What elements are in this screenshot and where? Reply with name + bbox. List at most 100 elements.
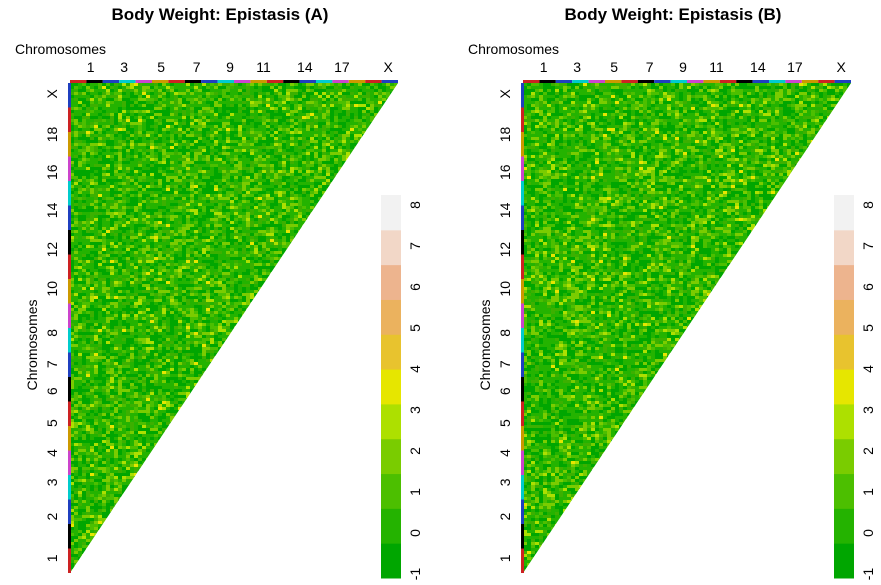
heatmap-cell (86, 299, 90, 302)
heatmap-cell (210, 290, 214, 293)
heatmap-cell (86, 92, 90, 95)
heatmap-cell (106, 347, 110, 350)
heatmap-cell (182, 260, 186, 263)
heatmap-cell (154, 113, 158, 116)
heatmap-cell (106, 206, 110, 209)
heatmap-cell (230, 254, 234, 257)
heatmap-cell (98, 320, 102, 323)
heatmap-cell (90, 299, 94, 302)
heatmap-cell (162, 167, 166, 170)
heatmap-cell (330, 119, 334, 122)
heatmap-cell (338, 116, 342, 119)
heatmap-cell (118, 305, 122, 308)
heatmap-cell (246, 128, 250, 131)
heatmap-cell (238, 218, 242, 221)
heatmap-cell (126, 200, 130, 203)
heatmap-cell (118, 248, 122, 251)
heatmap-cell (234, 128, 238, 131)
heatmap-cell (206, 89, 210, 92)
heatmap-cell (114, 86, 118, 89)
heatmap-cell (274, 200, 278, 203)
heatmap-cell (274, 221, 278, 224)
heatmap-cell (118, 158, 122, 161)
heatmap-cell (86, 314, 90, 317)
heatmap-cell (202, 314, 206, 317)
heatmap-cell (226, 278, 230, 281)
heatmap-cell (166, 335, 170, 338)
heatmap-cell (174, 320, 178, 323)
heatmap-cell (162, 359, 166, 362)
heatmap-cell (242, 302, 246, 305)
heatmap-cell (78, 146, 82, 149)
heatmap-cell (186, 140, 190, 143)
heatmap-cell (158, 191, 162, 194)
heatmap-cell (190, 194, 194, 197)
heatmap-cell (162, 365, 166, 368)
heatmap-cell (238, 185, 242, 188)
heatmap-cell (214, 152, 218, 155)
heatmap-cell (278, 89, 282, 92)
heatmap-cell (338, 104, 342, 107)
heatmap-cell (142, 191, 146, 194)
heatmap-cell (166, 173, 170, 176)
heatmap-cell (286, 89, 290, 92)
heatmap-cell (74, 92, 78, 95)
heatmap-cell (286, 149, 290, 152)
heatmap-cell (74, 143, 78, 146)
heatmap-cell (114, 209, 118, 212)
heatmap-cell (122, 254, 126, 257)
heatmap-cell (90, 338, 94, 341)
heatmap-cell (86, 89, 90, 92)
heatmap-cell (82, 95, 86, 98)
heatmap-cell (118, 329, 122, 332)
heatmap-cell (182, 308, 186, 311)
heatmap-cell (262, 284, 266, 287)
heatmap-cell (194, 308, 198, 311)
heatmap-cell (178, 242, 182, 245)
heatmap-cell (294, 179, 298, 182)
heatmap-cell (218, 182, 222, 185)
heatmap-cell (242, 86, 246, 89)
heatmap-cell (234, 179, 238, 182)
heatmap-cell (290, 107, 294, 110)
heatmap-cell (246, 110, 250, 113)
heatmap-cell (206, 173, 210, 176)
heatmap-cell (142, 341, 146, 344)
heatmap-cell (190, 104, 194, 107)
heatmap-cell (118, 314, 122, 317)
heatmap-cell (186, 167, 190, 170)
heatmap-cell (226, 317, 230, 320)
heatmap-cell (234, 305, 238, 308)
heatmap-cell (162, 305, 166, 308)
heatmap-cell (70, 182, 74, 185)
heatmap-cell (210, 347, 214, 350)
heatmap-cell (218, 203, 222, 206)
heatmap-cell (118, 332, 122, 335)
heatmap-cell (210, 344, 214, 347)
heatmap-cell (150, 188, 154, 191)
heatmap-cell (290, 212, 294, 215)
heatmap-cell (114, 134, 118, 137)
heatmap-cell (246, 296, 250, 299)
heatmap-cell (142, 347, 146, 350)
heatmap-cell (242, 158, 246, 161)
heatmap-cell (194, 113, 198, 116)
heatmap-cell (174, 191, 178, 194)
heatmap-cell (86, 317, 90, 320)
heatmap-cell (102, 191, 106, 194)
heatmap-cell (74, 278, 78, 281)
heatmap-cell (226, 293, 230, 296)
heatmap-cell (154, 365, 158, 368)
heatmap-cell (278, 167, 282, 170)
heatmap-cell (266, 209, 270, 212)
heatmap-cell (102, 146, 106, 149)
heatmap-cell (202, 149, 206, 152)
heatmap-cell (106, 281, 110, 284)
heatmap-cell (102, 245, 106, 248)
heatmap-cell (134, 314, 138, 317)
heatmap-cell (126, 221, 130, 224)
heatmap-cell (150, 218, 154, 221)
heatmap-cell (174, 149, 178, 152)
heatmap-cell (278, 191, 282, 194)
heatmap-cell (282, 215, 286, 218)
